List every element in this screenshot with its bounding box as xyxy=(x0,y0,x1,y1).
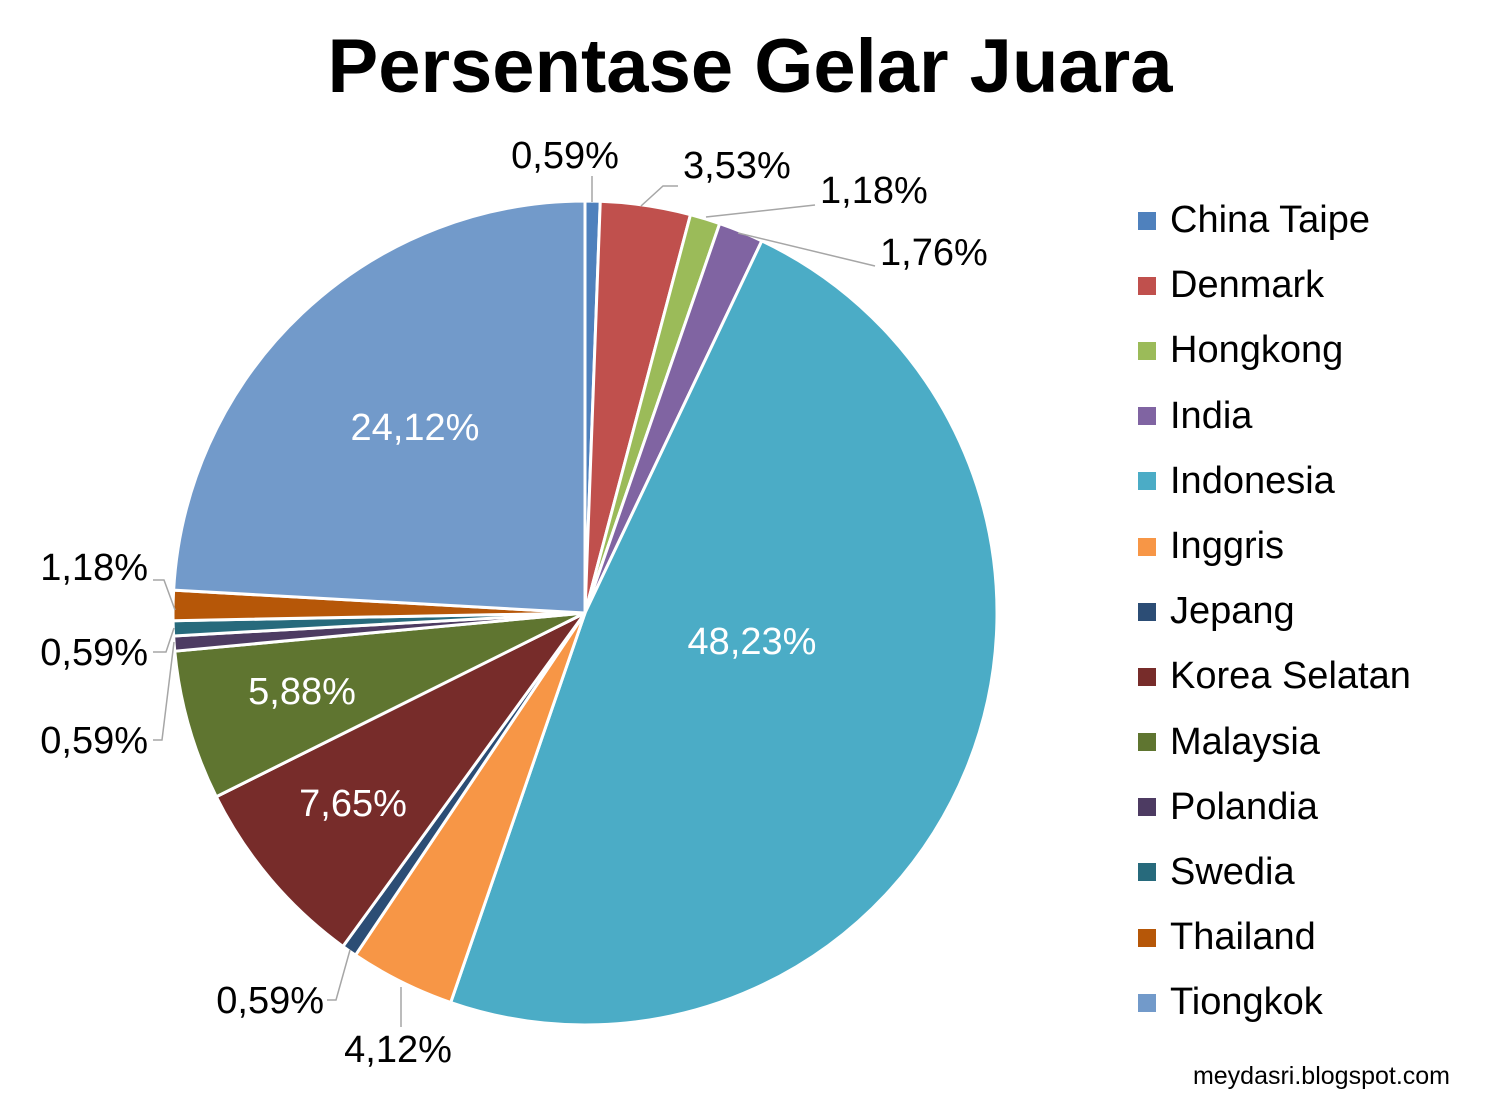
data-label-china-taipe: 0,59% xyxy=(511,135,619,177)
legend-label-china-taipe: China Taipe xyxy=(1170,199,1371,242)
legend-swatch-indonesia xyxy=(1138,472,1156,491)
legend-item-india: India xyxy=(1138,384,1478,449)
legend-item-thailand: Thailand xyxy=(1138,905,1478,970)
data-label-india: 1,76% xyxy=(880,232,988,274)
legend-label-swedia: Swedia xyxy=(1170,850,1295,893)
legend-swatch-malaysia xyxy=(1138,733,1156,752)
pie-slice-malaysia xyxy=(173,611,587,799)
legend-label-tiongkok: Tiongkok xyxy=(1170,981,1323,1024)
legend-swatch-tiongkok xyxy=(1138,993,1156,1012)
legend-label-korea-selatan: Korea Selatan xyxy=(1170,655,1411,698)
legend-item-korea-selatan: Korea Selatan xyxy=(1138,644,1478,709)
data-label-swedia: 0,59% xyxy=(40,632,148,674)
legend-item-swedia: Swedia xyxy=(1138,840,1478,905)
data-label-malaysia: 5,88% xyxy=(248,671,356,713)
legend-label-denmark: Denmark xyxy=(1170,264,1325,307)
chart-title: Persentase Gelar Juara xyxy=(327,24,1173,109)
pie-slice-korea-selatan xyxy=(214,611,587,948)
legend-swatch-polandia xyxy=(1138,798,1156,817)
legend-item-inggris: Inggris xyxy=(1138,514,1478,579)
chart-legend: China Taipe Denmark Hongkong India Indonesia… xyxy=(1138,188,1478,1035)
legend-swatch-swedia xyxy=(1138,863,1156,882)
legend-swatch-thailand xyxy=(1138,928,1156,947)
legend-swatch-china-taipe xyxy=(1138,211,1156,230)
leader-line-polandia xyxy=(153,641,175,741)
legend-item-polandia: Polandia xyxy=(1138,775,1478,840)
legend-label-inggris: Inggris xyxy=(1170,525,1285,568)
watermark-text: meydasri.blogspot.com xyxy=(1192,1062,1450,1090)
data-label-tiongkok: 24,12% xyxy=(351,407,480,449)
legend-item-china-taipe: China Taipe xyxy=(1138,188,1478,253)
leader-line-swedia xyxy=(153,627,175,653)
data-label-thailand: 1,18% xyxy=(40,547,148,589)
legend-item-jepang: Jepang xyxy=(1138,579,1478,644)
pie-slice-tiongkok xyxy=(172,199,587,615)
legend-swatch-india xyxy=(1138,407,1156,426)
leader-line-india xyxy=(737,232,876,267)
data-label-jepang: 0,59% xyxy=(216,980,324,1022)
data-label-denmark: 3,53% xyxy=(683,145,791,187)
data-label-indonesia: 48,23% xyxy=(688,621,817,663)
legend-swatch-jepang xyxy=(1138,602,1156,621)
legend-swatch-inggris xyxy=(1138,537,1156,556)
legend-swatch-korea-selatan xyxy=(1138,667,1156,686)
leader-line-jepang xyxy=(327,949,351,1001)
legend-label-thailand: Thailand xyxy=(1170,916,1316,959)
pie-slice-indonesia xyxy=(449,239,999,1027)
legend-label-jepang: Jepang xyxy=(1170,590,1295,633)
data-label-korea-selatan: 7,65% xyxy=(299,783,407,825)
leader-line-thailand xyxy=(153,579,176,611)
legend-swatch-hongkong xyxy=(1138,341,1156,360)
legend-label-malaysia: Malaysia xyxy=(1170,720,1320,763)
legend-label-polandia: Polandia xyxy=(1170,785,1318,828)
legend-label-hongkong: Hongkong xyxy=(1170,329,1344,372)
data-label-inggris: 4,12% xyxy=(344,1029,452,1071)
legend-label-indonesia: Indonesia xyxy=(1170,459,1335,502)
legend-item-indonesia: Indonesia xyxy=(1138,449,1478,514)
leader-line-hongkong xyxy=(705,204,816,218)
data-label-hongkong: 1,18% xyxy=(820,170,928,212)
legend-item-denmark: Denmark xyxy=(1138,253,1478,318)
data-label-polandia: 0,59% xyxy=(40,720,148,762)
leader-line-denmark xyxy=(640,185,678,207)
legend-item-tiongkok: Tiongkok xyxy=(1138,970,1478,1035)
legend-item-hongkong: Hongkong xyxy=(1138,318,1478,383)
legend-item-malaysia: Malaysia xyxy=(1138,710,1478,775)
legend-swatch-denmark xyxy=(1138,276,1156,295)
legend-label-india: India xyxy=(1170,394,1253,437)
